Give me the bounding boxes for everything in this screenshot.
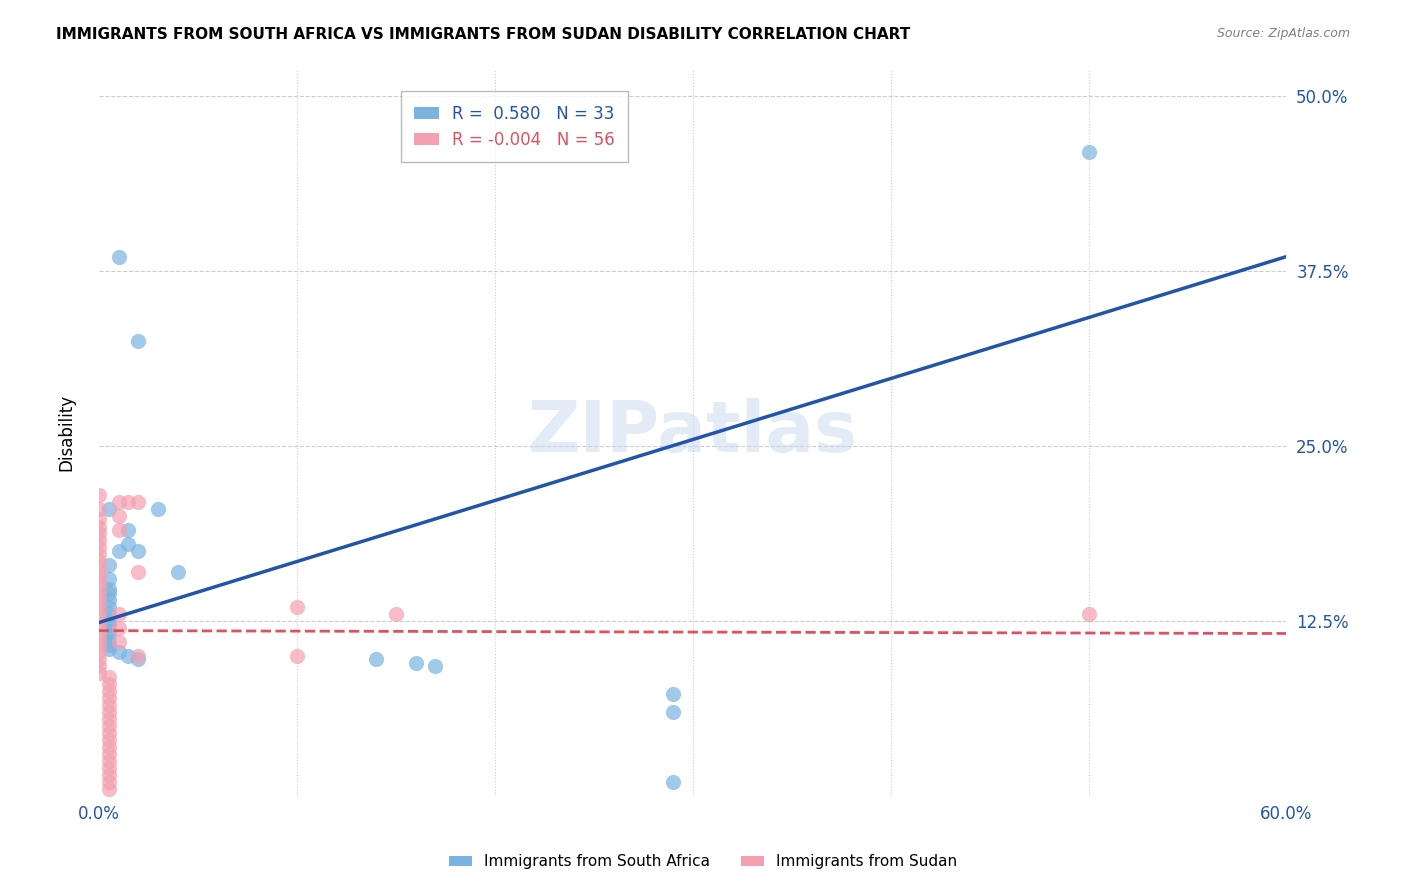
Point: [87, 624, 110, 638]
Point: [97, 761, 120, 775]
Point: [662, 705, 685, 719]
Text: IMMIGRANTS FROM SOUTH AFRICA VS IMMIGRANTS FROM SUDAN DISABILITY CORRELATION CHA: IMMIGRANTS FROM SOUTH AFRICA VS IMMIGRAN…: [56, 27, 911, 42]
Point: [107, 645, 129, 659]
Point: [97, 638, 120, 652]
Point: [87, 665, 110, 680]
Point: [87, 540, 110, 554]
Point: [127, 544, 149, 558]
Point: [107, 495, 129, 509]
Point: [107, 621, 129, 635]
Point: [425, 658, 447, 673]
Point: [97, 690, 120, 705]
Point: [87, 609, 110, 624]
Point: [97, 614, 120, 628]
Point: [87, 574, 110, 589]
Point: [97, 670, 120, 684]
Point: [97, 586, 120, 600]
Point: [364, 651, 387, 665]
Point: [87, 561, 110, 575]
Point: [97, 684, 120, 698]
Point: [97, 726, 120, 740]
Point: [87, 533, 110, 547]
Point: [405, 656, 427, 670]
Point: [97, 781, 120, 796]
Point: [127, 334, 149, 349]
Point: [97, 628, 120, 642]
Point: [117, 648, 139, 663]
Point: [87, 502, 110, 516]
Point: [97, 502, 120, 516]
Point: [87, 596, 110, 610]
Point: [97, 599, 120, 614]
Point: [97, 677, 120, 691]
Point: [107, 544, 129, 558]
Point: [97, 607, 120, 621]
Point: [107, 635, 129, 649]
Point: [97, 747, 120, 761]
Point: [127, 648, 149, 663]
Point: [1077, 145, 1099, 160]
Point: [384, 607, 406, 621]
Point: [87, 645, 110, 659]
Point: [662, 774, 685, 789]
Point: [117, 495, 139, 509]
Point: [97, 712, 120, 726]
Point: [97, 754, 120, 768]
Point: [97, 635, 120, 649]
Y-axis label: Disability: Disability: [58, 393, 75, 471]
Point: [87, 554, 110, 568]
Point: [127, 495, 149, 509]
Point: [97, 618, 120, 632]
Point: [127, 565, 149, 579]
Legend: Immigrants from South Africa, Immigrants from Sudan: Immigrants from South Africa, Immigrants…: [443, 848, 963, 875]
Point: [87, 638, 110, 652]
Point: [87, 631, 110, 645]
Point: [107, 523, 129, 537]
Point: [87, 512, 110, 526]
Point: [97, 719, 120, 733]
Text: Source: ZipAtlas.com: Source: ZipAtlas.com: [1216, 27, 1350, 40]
Point: [97, 641, 120, 656]
Point: [87, 567, 110, 582]
Point: [107, 250, 129, 264]
Point: [97, 593, 120, 607]
Point: [87, 589, 110, 603]
Point: [87, 582, 110, 596]
Point: [97, 768, 120, 782]
Point: [97, 572, 120, 586]
Point: [285, 599, 308, 614]
Point: [117, 523, 139, 537]
Point: [148, 502, 170, 516]
Point: [87, 651, 110, 665]
Point: [107, 607, 129, 621]
Point: [87, 488, 110, 502]
Point: [97, 624, 120, 638]
Point: [87, 525, 110, 540]
Legend: R =  0.580   N = 33, R = -0.004   N = 56: R = 0.580 N = 33, R = -0.004 N = 56: [401, 91, 628, 162]
Point: [167, 565, 190, 579]
Point: [285, 648, 308, 663]
Point: [1077, 607, 1099, 621]
Point: [97, 558, 120, 572]
Point: [97, 732, 120, 747]
Point: [662, 687, 685, 701]
Text: ZIPatlas: ZIPatlas: [527, 398, 858, 467]
Point: [97, 739, 120, 754]
Point: [107, 509, 129, 524]
Point: [97, 705, 120, 719]
Point: [117, 537, 139, 551]
Point: [87, 547, 110, 561]
Point: [87, 603, 110, 617]
Point: [87, 520, 110, 534]
Point: [127, 651, 149, 665]
Point: [87, 616, 110, 631]
Point: [97, 582, 120, 596]
Point: [97, 698, 120, 712]
Point: [97, 774, 120, 789]
Point: [87, 658, 110, 673]
